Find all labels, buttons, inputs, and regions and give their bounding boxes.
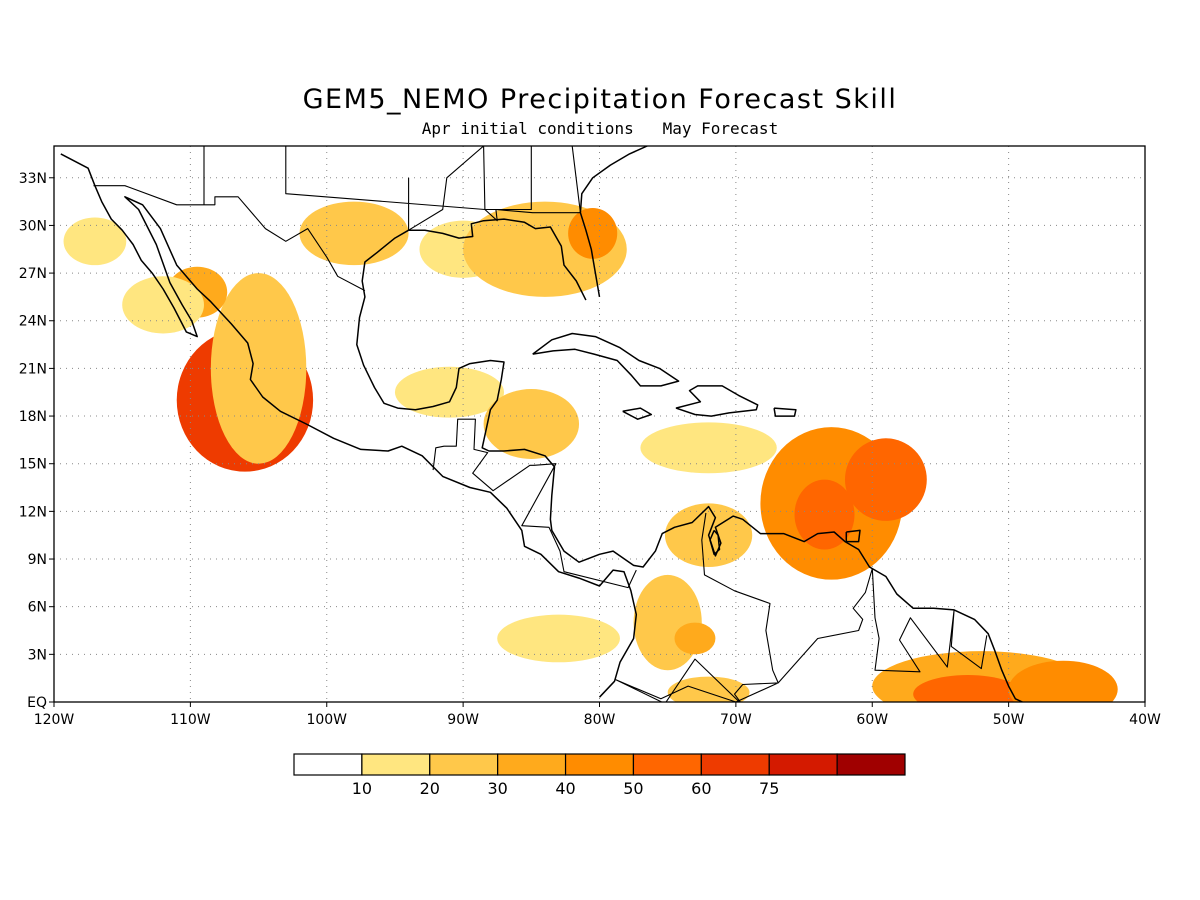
colorbar-label: 30 [487, 779, 507, 798]
skill-region-10 [394, 366, 505, 418]
lat-tick-label: 12N [19, 504, 47, 520]
skill-region-10 [640, 422, 777, 474]
lat-tick-label: 6N [28, 600, 47, 616]
skill-region-10 [63, 217, 127, 266]
skill-region-10 [122, 276, 205, 334]
lat-tick-label: 18N [19, 409, 47, 425]
colorbar-label: 60 [691, 779, 711, 798]
lon-tick-label: 120W [34, 712, 75, 728]
colorbar-label: 40 [555, 779, 575, 798]
skill-region-20 [667, 676, 750, 702]
colorbar-swatch [361, 753, 431, 776]
skill-region-20 [633, 574, 702, 671]
lon-tick-label: 70W [720, 712, 752, 728]
map-subtitle: Apr initial conditions May Forecast [421, 119, 779, 138]
lon-tick-label: 100W [306, 712, 347, 728]
lat-tick-label: 33N [19, 171, 47, 187]
trinidad-coastline [845, 529, 861, 543]
border-us-states [203, 146, 581, 231]
lon-tick-label: 80W [584, 712, 616, 728]
axis-ticks: 120W 110W 100W 90W 80W 70W 60W 50W 40W EQ 3N 6N 9N 12… [19, 171, 1161, 728]
skill-region-10 [497, 614, 620, 663]
border-us-mexico [93, 185, 366, 292]
skill-region-20 [483, 389, 580, 459]
lat-tick-label: 21N [19, 361, 47, 377]
colorbar-swatch [632, 753, 702, 776]
colorbar-legend: 10 20 30 40 50 60 75 [293, 753, 906, 798]
border-south-america [615, 512, 988, 702]
skill-region-40 [568, 207, 618, 259]
lat-tick-label: 15N [19, 457, 47, 473]
colorbar-swatch [700, 753, 770, 776]
colorbar-label: 20 [420, 779, 440, 798]
lat-tick-label: 9N [28, 552, 47, 568]
lat-tick-label: 27N [19, 266, 47, 282]
colorbar-label: 10 [352, 779, 372, 798]
jamaica-coastline [622, 407, 653, 420]
gulf-coastline [579, 146, 648, 298]
skill-region-30 [674, 622, 716, 655]
border-central-america [432, 418, 637, 589]
skill-region-50 [844, 438, 927, 521]
skill-shading-layer [63, 201, 1118, 702]
mainland-coastline [60, 153, 638, 698]
colorbar-swatch [429, 753, 499, 776]
cuba-coastline [532, 332, 680, 387]
lake-maracaibo [709, 529, 721, 556]
skill-region-50 [794, 479, 855, 550]
lat-tick-label: 3N [28, 647, 47, 663]
lon-tick-label: 110W [170, 712, 211, 728]
lat-tick-label: 30N [19, 218, 47, 234]
colorbar-swatch [293, 753, 363, 776]
lat-tick-label: 24N [19, 314, 47, 330]
puerto-rico-coastline [773, 407, 797, 417]
skill-region-40 [1008, 660, 1118, 702]
colorbar-label: 75 [759, 779, 779, 798]
colorbar-swatch [497, 753, 567, 776]
coastline-layer [60, 146, 1025, 702]
map-title: GEM5_NEMO Precipitation Forecast Skill [302, 84, 898, 115]
colorbar-label: 50 [623, 779, 643, 798]
lon-tick-label: 90W [447, 712, 479, 728]
colorbar-swatch [836, 753, 906, 776]
lon-tick-label: 60W [856, 712, 888, 728]
hispaniola-coastline [675, 385, 759, 417]
lat-tick-label: EQ [27, 695, 47, 711]
colorbar-swatch [768, 753, 838, 776]
skill-region-50 [913, 675, 1023, 702]
skill-region-20 [299, 201, 409, 266]
lon-tick-label: 40W [1129, 712, 1161, 728]
colorbar-swatch [564, 753, 635, 776]
lon-tick-label: 50W [993, 712, 1025, 728]
